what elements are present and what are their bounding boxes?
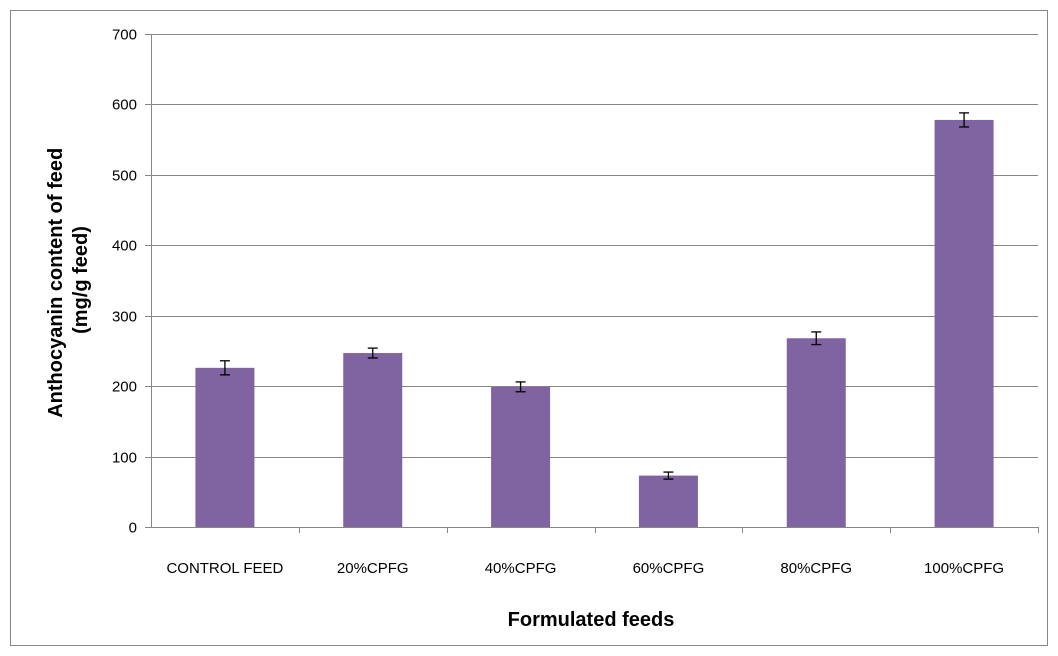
y-tick-label: 500 [112, 168, 137, 185]
y-axis-title-line2: (mg/g feed) [70, 226, 92, 334]
bar [638, 475, 698, 527]
y-tick-label: 100 [112, 450, 137, 467]
y-axis-title-line1: Anthocyanin content of feed [45, 148, 67, 418]
bar [934, 119, 994, 528]
axes [145, 34, 1039, 533]
x-tick-label: 60%CPFG [633, 560, 705, 577]
y-tick-label: 600 [112, 97, 137, 114]
y-tick-label: 700 [112, 27, 137, 44]
bar [491, 386, 551, 527]
chart-border [10, 10, 1048, 646]
y-tick-label: 200 [112, 379, 137, 396]
x-tick-label: CONTROL FEED [166, 560, 283, 577]
bars [195, 119, 994, 528]
y-axis-title: Anthocyanin content of feed (mg/g feed) [45, 142, 92, 418]
y-tick-label: 300 [112, 309, 137, 326]
bar [343, 353, 403, 527]
x-axis-title: Formulated feeds [508, 609, 675, 631]
y-tick-label: 0 [129, 520, 137, 537]
error-bars [219, 112, 970, 480]
x-tick-label: 80%CPFG [780, 560, 852, 577]
gridlines [151, 34, 1038, 458]
x-tick-label: 100%CPFG [924, 560, 1004, 577]
x-tick-label: 20%CPFG [337, 560, 409, 577]
x-tick-label: 40%CPFG [485, 560, 557, 577]
bar [195, 367, 255, 527]
bar [786, 338, 846, 527]
tick-labels: 0 100 200 300 400 500 600 700 CONTROL FEED 20%CPF… [112, 27, 1004, 578]
y-tick-label: 400 [112, 238, 137, 255]
